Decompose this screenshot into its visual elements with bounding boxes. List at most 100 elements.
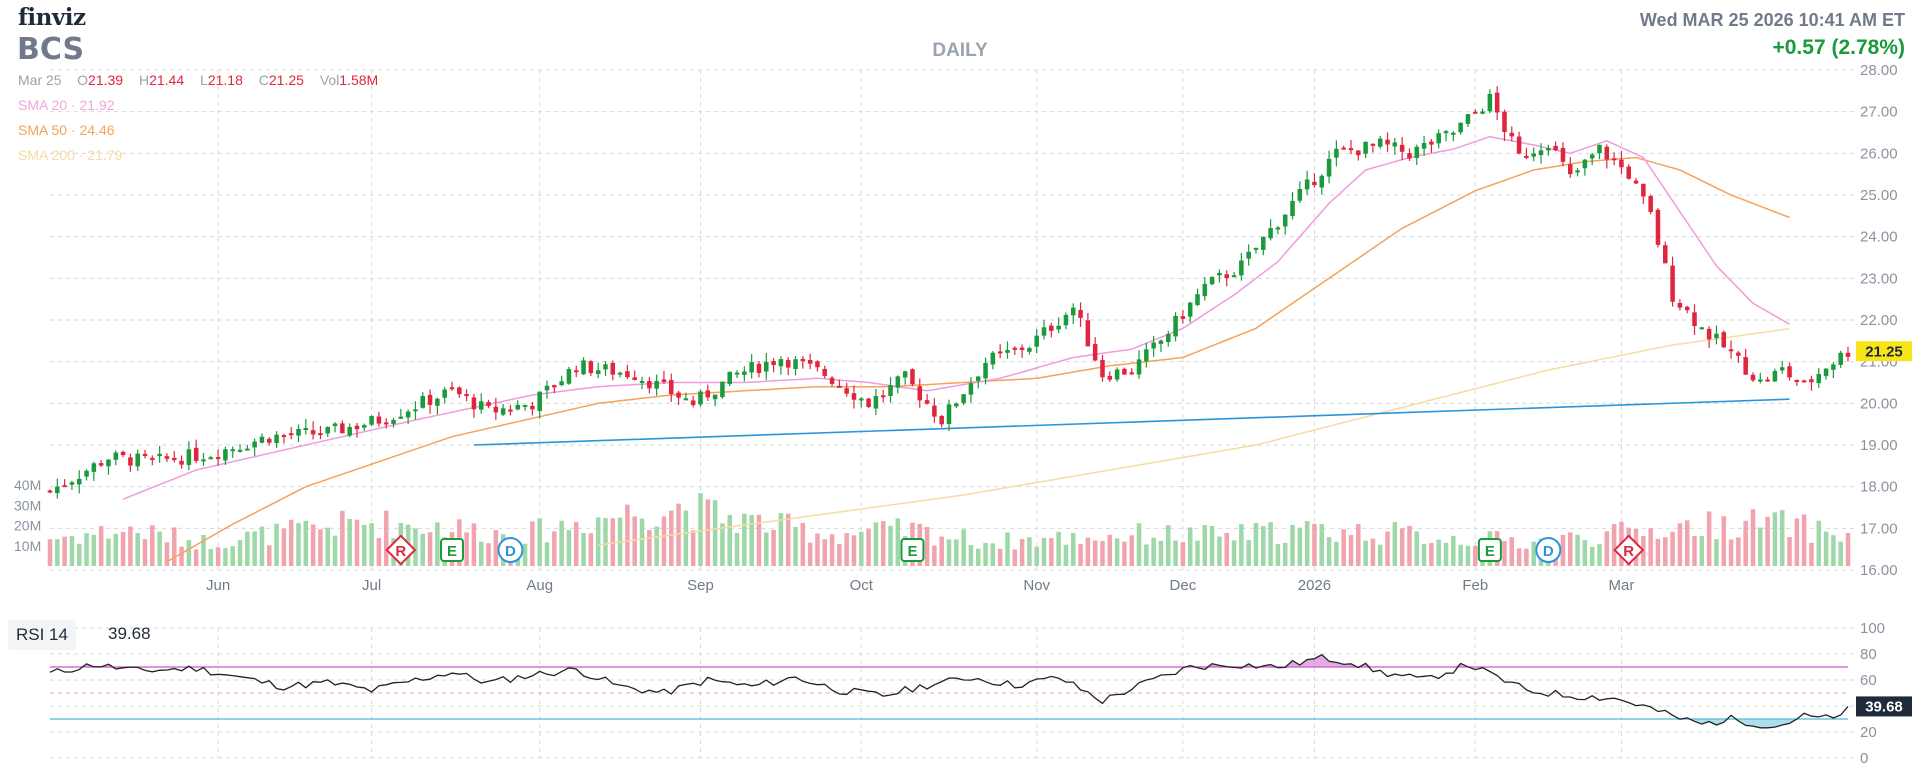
volume-bar bbox=[171, 527, 177, 566]
open-label: O bbox=[77, 72, 89, 88]
volume-bar bbox=[201, 534, 206, 566]
volume-bar bbox=[1261, 526, 1266, 566]
candle-body bbox=[880, 395, 886, 398]
volume-bar bbox=[559, 520, 564, 566]
volume-bar bbox=[1728, 539, 1734, 566]
volume-bar bbox=[712, 500, 718, 566]
candle-body bbox=[749, 362, 754, 373]
candle-body bbox=[573, 370, 579, 373]
volume-bar bbox=[274, 523, 279, 566]
candle-body bbox=[223, 449, 228, 461]
volume-bar bbox=[142, 539, 148, 566]
candle-body bbox=[1173, 315, 1178, 337]
volume-bar bbox=[1516, 548, 1522, 566]
candle-body bbox=[844, 388, 849, 394]
volume-bar bbox=[668, 510, 674, 566]
rsi-tick-label: 100 bbox=[1860, 620, 1885, 637]
volume-bar bbox=[1253, 522, 1259, 566]
candle-body bbox=[1546, 148, 1551, 151]
candle-body bbox=[1582, 159, 1588, 169]
volume-bar bbox=[1063, 544, 1069, 566]
candle-body bbox=[1604, 146, 1610, 160]
candle-body bbox=[690, 400, 696, 406]
volume-bar bbox=[1202, 525, 1208, 566]
volume-bar bbox=[1122, 541, 1127, 566]
event-marker-square bbox=[900, 538, 925, 562]
candle-body bbox=[1326, 158, 1332, 177]
volume-bar bbox=[1779, 510, 1785, 566]
volume-bar bbox=[1750, 509, 1756, 566]
candle-body bbox=[1297, 189, 1303, 201]
candle-body bbox=[1633, 180, 1639, 184]
volume-bar bbox=[581, 532, 586, 566]
rsi-overbought-fill bbox=[50, 654, 1848, 667]
candle-body bbox=[1670, 265, 1675, 302]
volume-bar bbox=[369, 523, 374, 566]
candle-body bbox=[69, 482, 75, 485]
volume-bar bbox=[1019, 539, 1025, 566]
volume-bar bbox=[975, 548, 981, 566]
candle-body bbox=[1019, 347, 1025, 351]
candle-body bbox=[1282, 214, 1288, 227]
candle-body bbox=[1107, 375, 1113, 380]
candle-body bbox=[712, 394, 718, 400]
candle-body bbox=[98, 463, 104, 466]
candle-body bbox=[252, 441, 257, 448]
candle-body bbox=[1027, 348, 1032, 352]
event-marker-letter: D bbox=[1543, 543, 1554, 560]
volume-tick-label: 10M bbox=[14, 538, 41, 554]
rsi-tick-label: 80 bbox=[1860, 646, 1877, 663]
candle-body bbox=[1714, 333, 1719, 339]
volume-bar bbox=[778, 513, 784, 566]
time-tick-label: Jul bbox=[362, 577, 381, 594]
event-marker-square bbox=[1477, 538, 1502, 562]
candle-body bbox=[1392, 142, 1398, 147]
candle-body bbox=[1816, 373, 1822, 384]
candle-body bbox=[457, 387, 462, 395]
volume-bar bbox=[1034, 546, 1039, 566]
volume-bar bbox=[1144, 544, 1149, 566]
candle-body bbox=[1663, 245, 1668, 264]
candle-body bbox=[442, 389, 447, 398]
candle-body bbox=[478, 401, 484, 410]
candle-body bbox=[340, 423, 345, 434]
volume-bar bbox=[208, 549, 214, 566]
chart-grid bbox=[50, 69, 1858, 758]
trendline bbox=[473, 398, 1790, 446]
candle-body bbox=[983, 362, 988, 379]
rsi-indicator-label[interactable]: RSI 14 bbox=[8, 620, 76, 650]
candle-body bbox=[1794, 379, 1800, 382]
candle-body bbox=[1677, 303, 1683, 308]
sma20-label: SMA 20 bbox=[18, 97, 68, 113]
volume-bar bbox=[1787, 537, 1792, 566]
candle-body bbox=[1275, 227, 1281, 230]
candle-body bbox=[1012, 347, 1018, 350]
candle-body bbox=[1436, 133, 1441, 144]
volume-bar bbox=[566, 529, 572, 566]
volume-bar bbox=[1758, 527, 1763, 566]
volume-bar bbox=[705, 499, 711, 566]
candle-body bbox=[1341, 147, 1346, 150]
price-change: +0.57 (2.78%) bbox=[1772, 36, 1905, 59]
sma50-legend: SMA 50 · 24.46 bbox=[18, 122, 115, 138]
timeframe-label[interactable]: DAILY bbox=[932, 40, 988, 61]
moving-average-lines bbox=[122, 135, 1790, 563]
volume-bar bbox=[1458, 544, 1463, 566]
candle-body bbox=[734, 372, 740, 375]
candle-body bbox=[1619, 159, 1624, 168]
volume-bar bbox=[844, 533, 849, 566]
volume-bar bbox=[1129, 535, 1134, 566]
finviz-logo[interactable]: finviz bbox=[18, 4, 86, 31]
volume-bar bbox=[347, 518, 352, 566]
candle-body bbox=[530, 405, 535, 410]
candle-body bbox=[493, 406, 499, 413]
volume-bar bbox=[1641, 535, 1646, 566]
volume-bar bbox=[1114, 538, 1120, 566]
time-tick-label: Sep bbox=[687, 577, 714, 594]
volume-bar bbox=[1823, 531, 1829, 566]
candle-body bbox=[500, 408, 506, 415]
volume-bar bbox=[610, 518, 616, 566]
volume-bar bbox=[1684, 520, 1690, 566]
sma50-value: 24.46 bbox=[79, 122, 115, 138]
